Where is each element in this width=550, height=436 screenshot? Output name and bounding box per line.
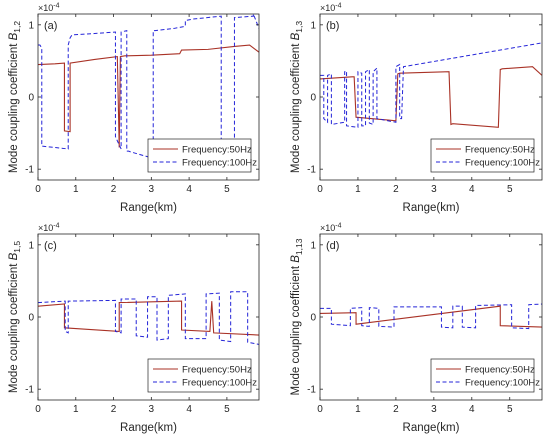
- chart-panel-2: 0 1 2 3 4 5-101×10-4(c)Range(km)Mode coupling…: [8, 223, 260, 434]
- legend-label: Frequency:100Hz: [182, 378, 257, 389]
- x-tick-label: 1: [355, 404, 361, 415]
- legend-box: [430, 358, 535, 393]
- axis-multiplier: ×10-4: [320, 223, 342, 234]
- x-tick-label: 5: [507, 404, 513, 415]
- panel-letter: (a): [44, 20, 57, 32]
- x-axis-label: Range(km): [403, 422, 460, 434]
- x-tick-label: 3: [431, 184, 437, 195]
- series-line-100hz: [320, 42, 542, 128]
- y-tick-label: 1: [28, 240, 34, 251]
- x-tick-label: 2: [111, 184, 117, 195]
- legend: Frequency:50Hz Frequency:100Hz: [430, 138, 540, 173]
- legend-label: Frequency:50Hz: [182, 365, 252, 376]
- x-tick-label: 2: [393, 184, 399, 195]
- y-tick-label: -1: [25, 385, 34, 396]
- legend: Frequency:50Hz Frequency:100Hz: [430, 358, 540, 393]
- chart-panel-3: 0 1 2 3 4 5-101×10-4(d)Range(km)Mode coupling…: [290, 223, 543, 434]
- legend-label: Frequency:100Hz: [465, 378, 540, 389]
- x-tick-label: 5: [224, 404, 230, 415]
- legend-box: [147, 138, 252, 173]
- y-tick-label: -1: [307, 165, 316, 176]
- y-tick-label: 1: [28, 20, 34, 31]
- y-axis-label: Mode coupling coefficient B1,5: [8, 241, 22, 394]
- x-tick-label: 2: [111, 404, 117, 415]
- panel-letter: (d): [326, 240, 339, 252]
- panel-letter: (b): [326, 20, 339, 32]
- x-tick-label: 0: [317, 184, 323, 195]
- x-tick-label: 1: [73, 184, 79, 195]
- x-axis-label: Range(km): [120, 202, 177, 214]
- x-tick-label: 0: [35, 404, 41, 415]
- legend-label: Frequency:50Hz: [465, 145, 535, 156]
- x-axis-label: Range(km): [120, 422, 177, 434]
- series-group: [320, 42, 542, 128]
- legend-box: [147, 358, 252, 393]
- legend-label: Frequency:100Hz: [182, 158, 257, 169]
- x-tick-label: 4: [186, 184, 192, 195]
- y-tick-label: -1: [25, 165, 34, 176]
- legend: Frequency:50Hz Frequency:100Hz: [147, 358, 257, 393]
- y-tick-label: -1: [307, 385, 316, 396]
- chart-panel-0: 0 1 2 3 4 5-101×10-4(a)Range(km)Mode coupling…: [8, 3, 260, 214]
- x-tick-label: 3: [149, 184, 155, 195]
- x-tick-label: 5: [507, 184, 513, 195]
- axis-multiplier: ×10-4: [38, 223, 60, 234]
- series-group: [320, 303, 542, 330]
- series-line-100hz: [320, 303, 542, 330]
- legend: Frequency:50Hz Frequency:100Hz: [147, 138, 257, 173]
- x-axis-label: Range(km): [403, 202, 460, 214]
- x-tick-label: 3: [431, 404, 437, 415]
- chart-panel-1: 0 1 2 3 4 5-101×10-4(b)Range(km)Mode coupling…: [290, 3, 543, 214]
- y-axis-label: Mode coupling coefficient B1,3: [290, 21, 304, 174]
- x-tick-label: 1: [73, 404, 79, 415]
- x-tick-label: 4: [469, 404, 475, 415]
- x-tick-label: 4: [186, 404, 192, 415]
- y-tick-label: 0: [28, 93, 34, 104]
- y-axis-label: Mode coupling coefficient B1,2: [8, 21, 22, 174]
- x-tick-label: 0: [317, 404, 323, 415]
- series-line-50hz: [38, 300, 259, 336]
- legend-label: Frequency:50Hz: [465, 365, 535, 376]
- x-tick-label: 3: [149, 404, 155, 415]
- panel-letter: (c): [44, 240, 57, 252]
- y-tick-label: 1: [310, 20, 316, 31]
- axis-multiplier: ×10-4: [38, 3, 60, 14]
- y-tick-label: 0: [28, 313, 34, 324]
- x-tick-label: 5: [224, 184, 230, 195]
- y-axis-label: Mode coupling coefficient B1,13: [290, 238, 304, 395]
- series-group: [38, 291, 259, 345]
- x-tick-label: 1: [355, 184, 361, 195]
- y-tick-label: 1: [310, 240, 316, 251]
- y-tick-label: 0: [310, 313, 316, 324]
- axis-multiplier: ×10-4: [320, 3, 342, 14]
- legend-label: Frequency:100Hz: [465, 158, 540, 169]
- series-line-50hz: [320, 66, 542, 128]
- x-tick-label: 0: [35, 184, 41, 195]
- series-line-50hz: [38, 44, 259, 148]
- x-tick-label: 2: [393, 404, 399, 415]
- series-line-100hz: [38, 291, 259, 345]
- legend-box: [430, 138, 535, 173]
- x-tick-label: 4: [469, 184, 475, 195]
- legend-label: Frequency:50Hz: [182, 145, 252, 156]
- y-tick-label: 0: [310, 93, 316, 104]
